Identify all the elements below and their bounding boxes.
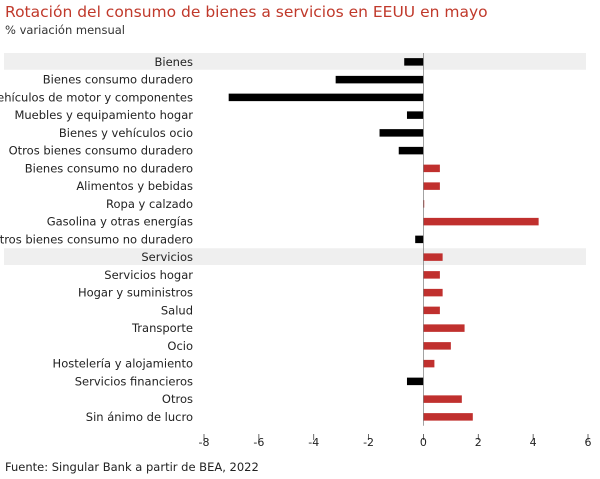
category-label: Bienes consumo duradero: [43, 73, 193, 87]
x-tick-label: 2: [475, 436, 482, 449]
category-label: Gasolina y otras energías: [47, 215, 193, 229]
category-label: Transporte: [131, 321, 193, 335]
category-label: Servicios: [141, 250, 193, 264]
bar: [423, 164, 440, 173]
bar: [423, 324, 465, 332]
bar: [423, 271, 440, 279]
bar: [423, 395, 462, 403]
chart-subtitle: % variación mensual: [5, 23, 125, 37]
category-label: Otros: [162, 392, 193, 406]
bar: [423, 359, 435, 368]
x-tick-label: -2: [363, 436, 374, 449]
category-label: Otros bienes consumo duradero: [9, 144, 193, 158]
category-label: Ocio: [167, 339, 193, 353]
category-label: Otros bienes consumo no duradero: [0, 232, 193, 246]
category-label: Hostelería y alojamiento: [53, 357, 193, 371]
highlight-band: [4, 248, 586, 265]
category-label: Hogar y suministros: [78, 286, 193, 300]
bar: [406, 377, 424, 386]
bar: [423, 342, 451, 350]
bar: [398, 146, 424, 155]
bar: [423, 253, 443, 261]
bar: [423, 217, 539, 226]
x-tick-label: 0: [420, 436, 427, 449]
highlight-band: [4, 53, 586, 70]
source-note: Fuente: Singular Bank a partir de BEA, 2…: [5, 460, 259, 474]
category-label: Salud: [161, 303, 193, 317]
bar: [404, 58, 424, 66]
category-label: Alimentos y bebidas: [76, 179, 193, 193]
x-tick-label: 6: [585, 436, 592, 449]
category-label: Muebles y equipamiento hogar: [14, 108, 193, 122]
category-label: Bienes: [154, 55, 193, 69]
category-label: Vehículos de motor y componentes: [0, 90, 193, 104]
bar: [423, 413, 473, 421]
category-label: Bienes y vehículos ocio: [59, 126, 193, 140]
chart-title: Rotación del consumo de bienes a servici…: [5, 3, 488, 21]
x-tick-label: -8: [199, 436, 210, 449]
bar: [423, 306, 440, 315]
category-label: Bienes consumo no duradero: [25, 161, 193, 175]
x-tick-label: 4: [530, 436, 537, 449]
bar: [406, 111, 424, 119]
x-tick-label: -6: [253, 436, 264, 449]
bar: [423, 182, 440, 190]
bar: [335, 75, 424, 84]
bar: [415, 235, 424, 244]
x-tick-label: -4: [308, 436, 319, 449]
category-label: Ropa y calzado: [106, 197, 193, 211]
bar: [379, 129, 424, 137]
category-label: Sin ánimo de lucro: [86, 410, 193, 424]
category-label: Servicios financieros: [75, 374, 193, 388]
bar: [423, 200, 425, 208]
category-label: Servicios hogar: [104, 268, 193, 282]
bar: [228, 93, 424, 102]
bar: [423, 288, 443, 297]
